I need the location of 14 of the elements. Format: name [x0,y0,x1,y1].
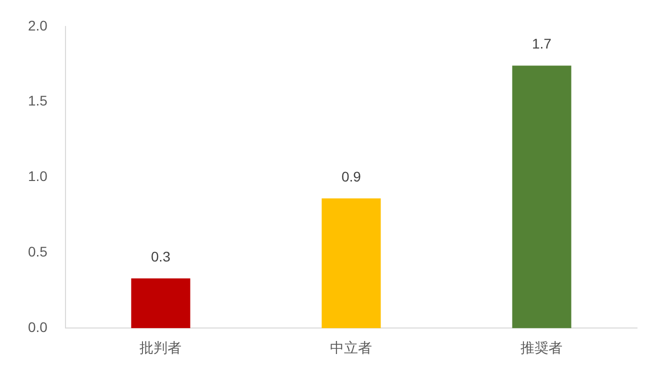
y-tick-label: 0.0 [28,319,48,336]
bar [131,278,190,328]
y-tick-label: 1.5 [28,92,48,109]
x-tick-label: 中立者 [330,339,372,356]
y-tick-label: 1.0 [28,168,48,184]
data-label: 1.7 [532,35,552,52]
x-tick-label: 推奨者 [520,339,563,356]
bar [322,198,381,328]
y-tick-label: 2.0 [28,17,48,34]
data-label: 0.9 [341,168,362,184]
data-label: 0.3 [150,248,171,264]
y-tick-label: 0.5 [28,244,48,260]
bar [512,66,572,328]
x-tick-label: 批判者 [140,339,182,356]
